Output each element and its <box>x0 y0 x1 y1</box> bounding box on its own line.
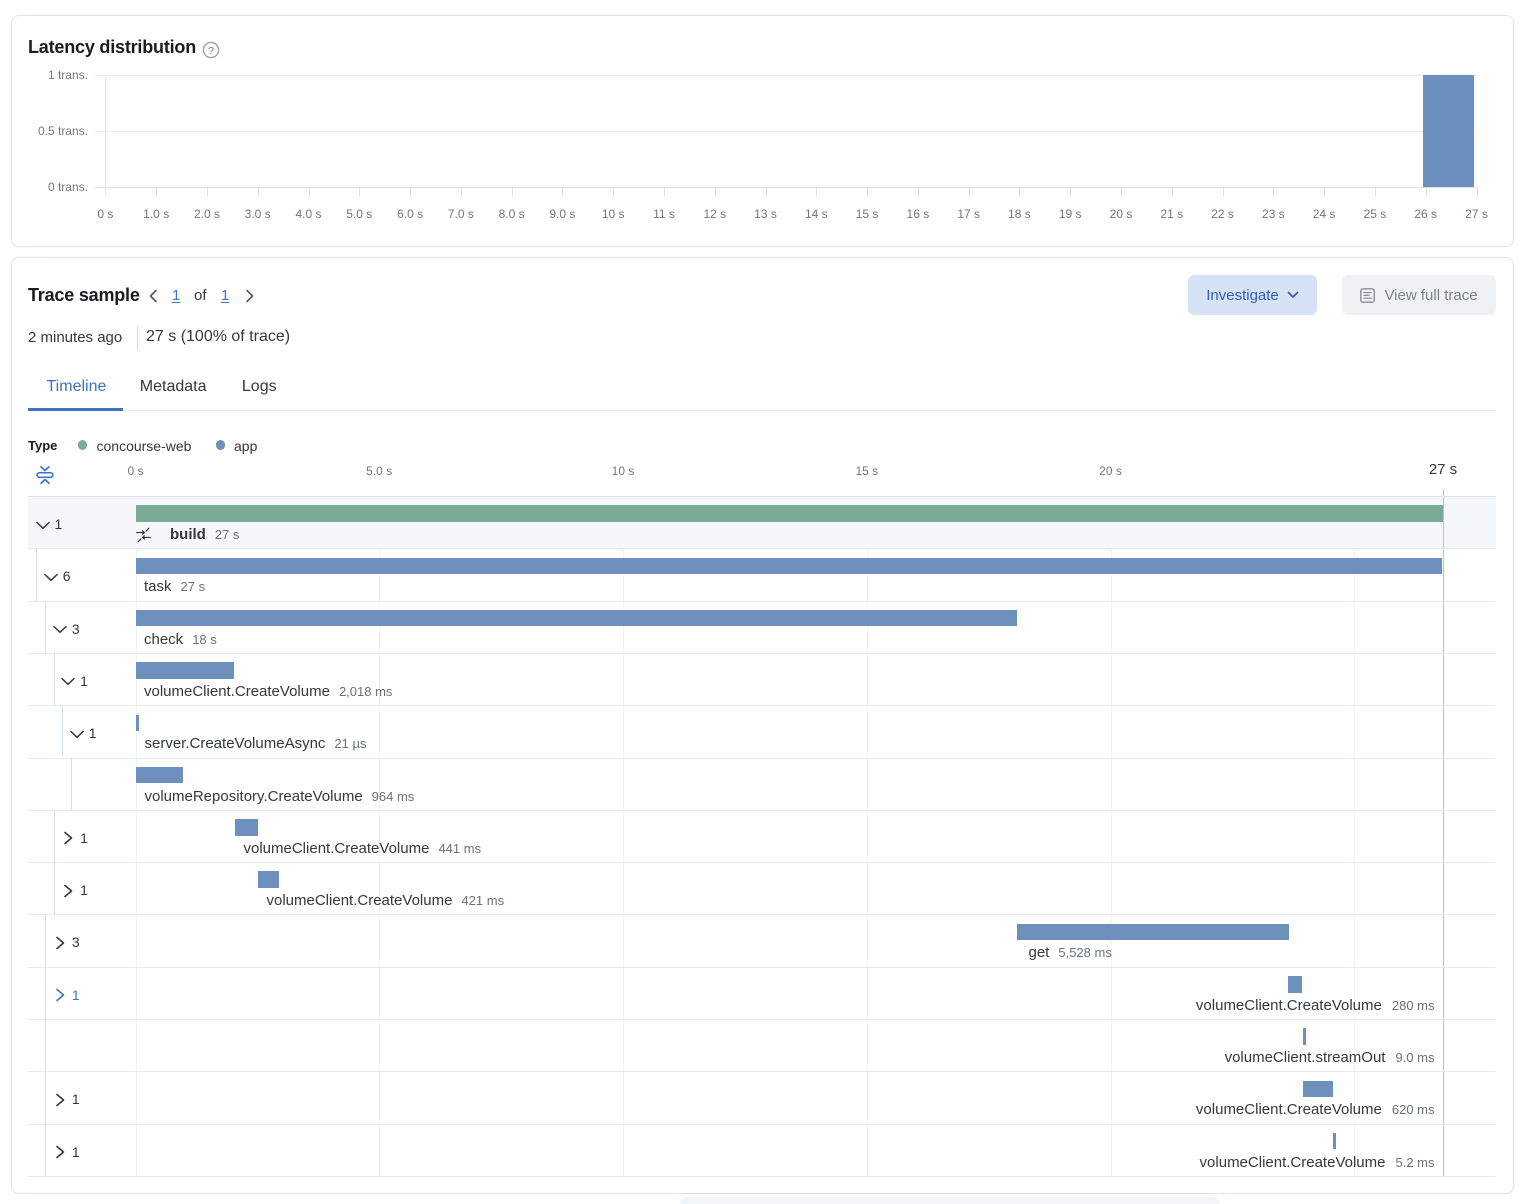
svg-text:?: ? <box>208 45 214 57</box>
